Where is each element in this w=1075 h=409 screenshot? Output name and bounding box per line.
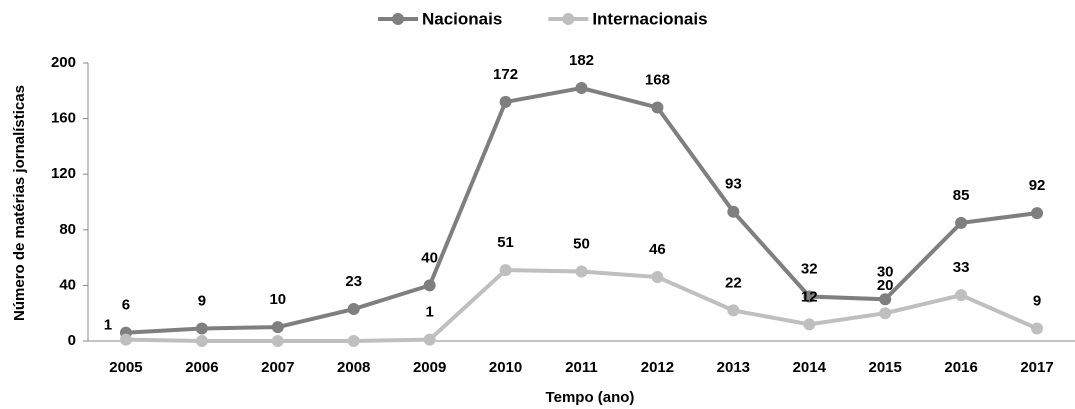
x-tick-label: 2016: [944, 359, 977, 376]
data-point: [955, 216, 968, 229]
data-label: 20: [877, 277, 894, 294]
data-label: 1: [425, 304, 433, 321]
x-tick-label: 2014: [793, 359, 827, 376]
data-point: [651, 101, 664, 114]
data-label: 9: [198, 292, 206, 309]
data-point: [1031, 207, 1044, 220]
data-label: 32: [801, 260, 818, 277]
x-tick-label: 2006: [185, 359, 218, 376]
data-point: [803, 290, 816, 303]
legend-label: Nacionais: [422, 9, 502, 28]
data-point: [651, 271, 664, 284]
y-tick-label: 200: [51, 54, 76, 71]
data-label: 6: [122, 297, 130, 314]
series-line: [125, 85, 1038, 335]
data-point: [347, 303, 360, 316]
y-tick-label: 0: [68, 332, 76, 349]
data-label: 40: [421, 249, 438, 266]
data-label: 182: [569, 52, 594, 69]
legend-marker: [392, 13, 404, 25]
data-label: 22: [725, 274, 742, 291]
series-line: [125, 268, 1038, 343]
legend-label: Internacionais: [592, 9, 707, 28]
data-label: 50: [573, 235, 590, 252]
data-point: [803, 318, 816, 331]
x-axis-title: Tempo (ano): [546, 389, 635, 406]
data-point: [727, 205, 740, 218]
data-label: 10: [269, 291, 286, 308]
x-tick-label: 2008: [337, 359, 370, 376]
data-label: 23: [345, 273, 362, 290]
data-point: [195, 322, 208, 335]
y-tick-label: 80: [59, 221, 76, 238]
y-tick-label: 120: [51, 165, 76, 182]
y-axis-title: Número de matérias jornalísticas: [11, 85, 28, 321]
data-label: 46: [649, 241, 666, 258]
data-point: [879, 307, 892, 320]
data-label: 12: [801, 288, 818, 305]
x-tick-label: 2010: [489, 359, 522, 376]
x-tick-label: 2011: [565, 359, 598, 376]
data-label: 92: [1029, 177, 1046, 194]
data-point: [271, 335, 284, 347]
data-point: [195, 335, 208, 347]
x-tick-label: 2013: [717, 359, 750, 376]
data-label: 1: [104, 317, 112, 334]
x-tick-label: 2007: [261, 359, 294, 376]
data-point: [575, 265, 588, 278]
y-tick-label: 160: [51, 110, 76, 127]
data-label: 30: [877, 263, 894, 280]
data-point: [423, 333, 436, 346]
data-label: 93: [725, 176, 742, 193]
data-label: 33: [953, 259, 970, 276]
x-tick-label: 2017: [1020, 359, 1053, 376]
data-point: [271, 321, 284, 334]
data-point: [955, 289, 968, 302]
data-point: [1031, 322, 1044, 335]
data-label: 172: [493, 66, 518, 83]
data-point: [727, 304, 740, 317]
data-point: [499, 95, 512, 108]
y-tick-label: 40: [59, 276, 76, 293]
data-point: [347, 335, 360, 347]
data-point: [499, 264, 512, 277]
data-point: [423, 279, 436, 292]
x-tick-label: 2012: [641, 359, 674, 376]
data-label: 168: [645, 71, 670, 88]
x-tick-label: 2005: [109, 359, 142, 376]
data-label: 85: [953, 187, 970, 204]
data-label: 9: [1033, 292, 1041, 309]
data-point: [879, 293, 892, 306]
x-tick-label: 2015: [869, 359, 902, 376]
x-tick-label: 2009: [413, 359, 446, 376]
data-point: [119, 333, 132, 346]
data-point: [575, 82, 588, 95]
legend-marker: [562, 13, 575, 25]
data-label: 51: [497, 234, 514, 251]
